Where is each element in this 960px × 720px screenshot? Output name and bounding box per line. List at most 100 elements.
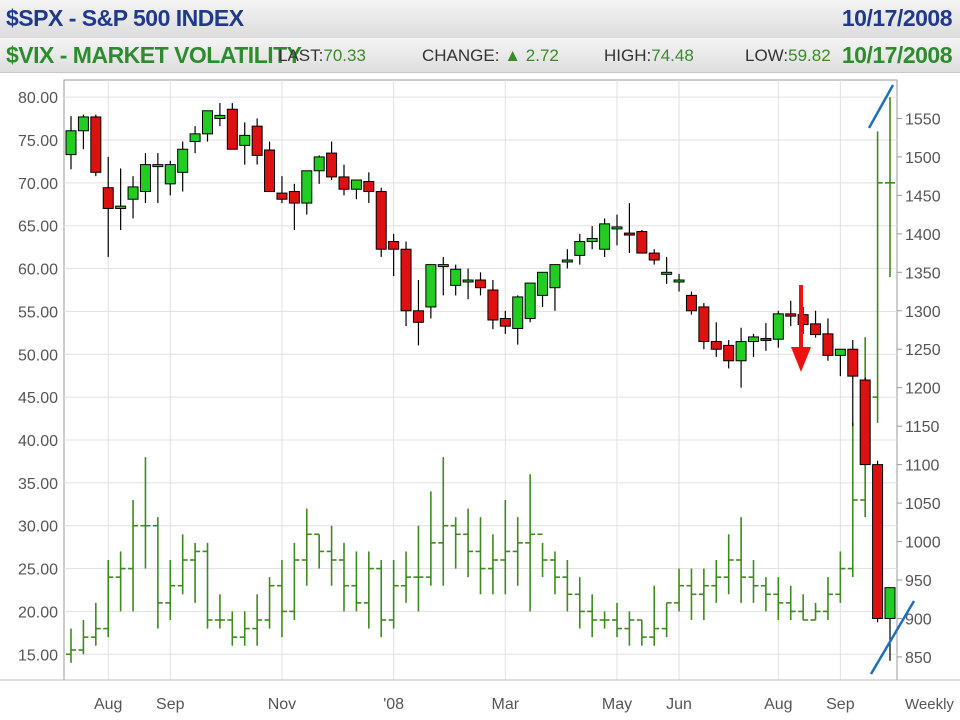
left-axis-tick-label: 50.00: [18, 347, 58, 364]
spx-candle: [710, 341, 722, 350]
spx-candle: [388, 241, 400, 250]
left-axis-tick-label: 60.00: [18, 262, 58, 279]
spx-candle: [90, 116, 102, 173]
spx-candle: [735, 341, 747, 362]
spx-candle: [102, 187, 114, 209]
spx-candle: [375, 191, 387, 250]
spx-candle: [164, 164, 176, 185]
x-axis-tick-label: Mar: [492, 696, 520, 713]
last-value: 70.33: [323, 46, 366, 65]
vix-header: $VIX - MARKET VOLATILITY 10/17/2008: [0, 38, 960, 73]
spx-candle: [723, 344, 735, 362]
high-label: HIGH:: [604, 46, 652, 65]
spx-candle: [574, 241, 586, 256]
change-up-icon: ▲: [504, 46, 522, 65]
right-axis-tick-label: 1300: [905, 304, 941, 321]
change-label: CHANGE:: [422, 46, 500, 65]
spx-candle: [636, 231, 648, 254]
annotation-line-top: [867, 84, 895, 129]
low-value: 59.82: [788, 46, 831, 65]
spx-candle: [748, 336, 759, 343]
spx-date: 10/17/2008: [841, 5, 953, 31]
spx-candle: [685, 294, 697, 312]
spx-candle: [127, 186, 139, 200]
spx-candle: [450, 268, 462, 286]
spx-candle: [400, 248, 412, 312]
spx-candle: [214, 114, 226, 119]
spx-title: $SPX - S&P 500 INDEX: [6, 5, 244, 31]
spx-candle: [264, 149, 276, 193]
right-axis-tick-label: 950: [905, 573, 932, 590]
spx-candle: [872, 464, 884, 619]
spx-candle: [189, 133, 201, 143]
spx-candle: [772, 313, 784, 340]
right-axis-tick-label: 1250: [905, 342, 941, 359]
spx-candle: [834, 348, 846, 356]
spx-header: $SPX - S&P 500 INDEX 10/17/2008: [0, 0, 960, 39]
spx-candle: [499, 317, 511, 327]
x-axis-tick-label: '08: [383, 696, 404, 713]
x-axis-tick-label: Jun: [666, 696, 692, 713]
last-label: LAST:: [278, 46, 324, 65]
right-axis-tick-label: 1100: [905, 458, 940, 475]
spx-candle: [363, 181, 375, 193]
spx-candle: [462, 279, 474, 283]
spx-candle: [301, 170, 313, 204]
annotation-arrow-head: [791, 347, 811, 372]
spx-candle: [623, 232, 635, 236]
spx-candle: [251, 125, 263, 156]
spx-candle: [326, 152, 338, 178]
right-axis-tick-label: 1000: [905, 535, 941, 552]
right-axis-tick-label: 1400: [905, 227, 941, 244]
left-axis-tick-label: 40.00: [18, 433, 58, 450]
spx-candle: [648, 252, 660, 261]
spx-candle: [65, 130, 77, 156]
x-axis-tick-label: Nov: [268, 696, 296, 713]
period-label: Weekly: [905, 696, 954, 713]
spx-candle: [797, 314, 809, 326]
right-axis-tick-label: 1450: [905, 188, 941, 205]
left-axis-tick-label: 75.00: [18, 133, 58, 150]
spx-candle: [586, 237, 598, 243]
spx-candle: [537, 271, 549, 296]
right-axis-tick-label: 900: [905, 611, 932, 628]
right-axis-tick-label: 1200: [905, 381, 941, 398]
left-axis-tick-label: 45.00: [18, 390, 58, 407]
high-stat: HIGH:74.48: [604, 46, 694, 66]
spx-candle: [350, 179, 362, 190]
left-axis-tick-label: 80.00: [18, 90, 58, 107]
x-axis-tick-label: Aug: [764, 696, 792, 713]
left-axis-tick-label: 65.00: [18, 219, 58, 236]
spx-candle: [475, 279, 486, 289]
right-axis-tick-label: 1550: [905, 111, 941, 128]
price-chart: 15.00 20.00 25.00 30.00 35.00 40.00 45.00 50.00…: [0, 79, 960, 713]
vix-date: 10/17/2008: [841, 42, 953, 68]
left-axis-tick-label: 55.00: [18, 304, 58, 321]
x-axis-tick-label: Sep: [826, 696, 855, 713]
spx-candle: [785, 313, 797, 317]
change-stat: CHANGE: ▲ 2.72: [422, 46, 559, 66]
spx-candle: [437, 264, 449, 268]
spx-candle: [202, 110, 213, 135]
x-axis-tick-label: Sep: [156, 696, 185, 713]
spx-candle: [487, 289, 499, 321]
spx-candle: [152, 164, 164, 168]
high-value: 74.48: [651, 46, 694, 65]
last-stat: LAST:70.33: [278, 46, 366, 66]
spx-candle: [760, 337, 772, 341]
spx-candle: [822, 333, 834, 356]
spx-candle: [425, 264, 437, 308]
spx-candle: [115, 205, 127, 209]
low-stat: LOW:59.82: [745, 46, 831, 66]
annotation-line-bottom: [869, 600, 916, 675]
spx-candle: [288, 191, 300, 204]
spx-candle: [884, 587, 896, 619]
spx-candle: [313, 156, 325, 172]
left-axis-tick-label: 20.00: [18, 604, 58, 621]
left-axis-tick-label: 25.00: [18, 562, 58, 579]
spx-candle: [611, 226, 623, 230]
right-axis-tick-label: 1150: [905, 419, 940, 436]
right-axis-tick-label: 1350: [905, 265, 941, 282]
spx-candle: [661, 271, 673, 275]
spx-candle: [561, 259, 573, 263]
